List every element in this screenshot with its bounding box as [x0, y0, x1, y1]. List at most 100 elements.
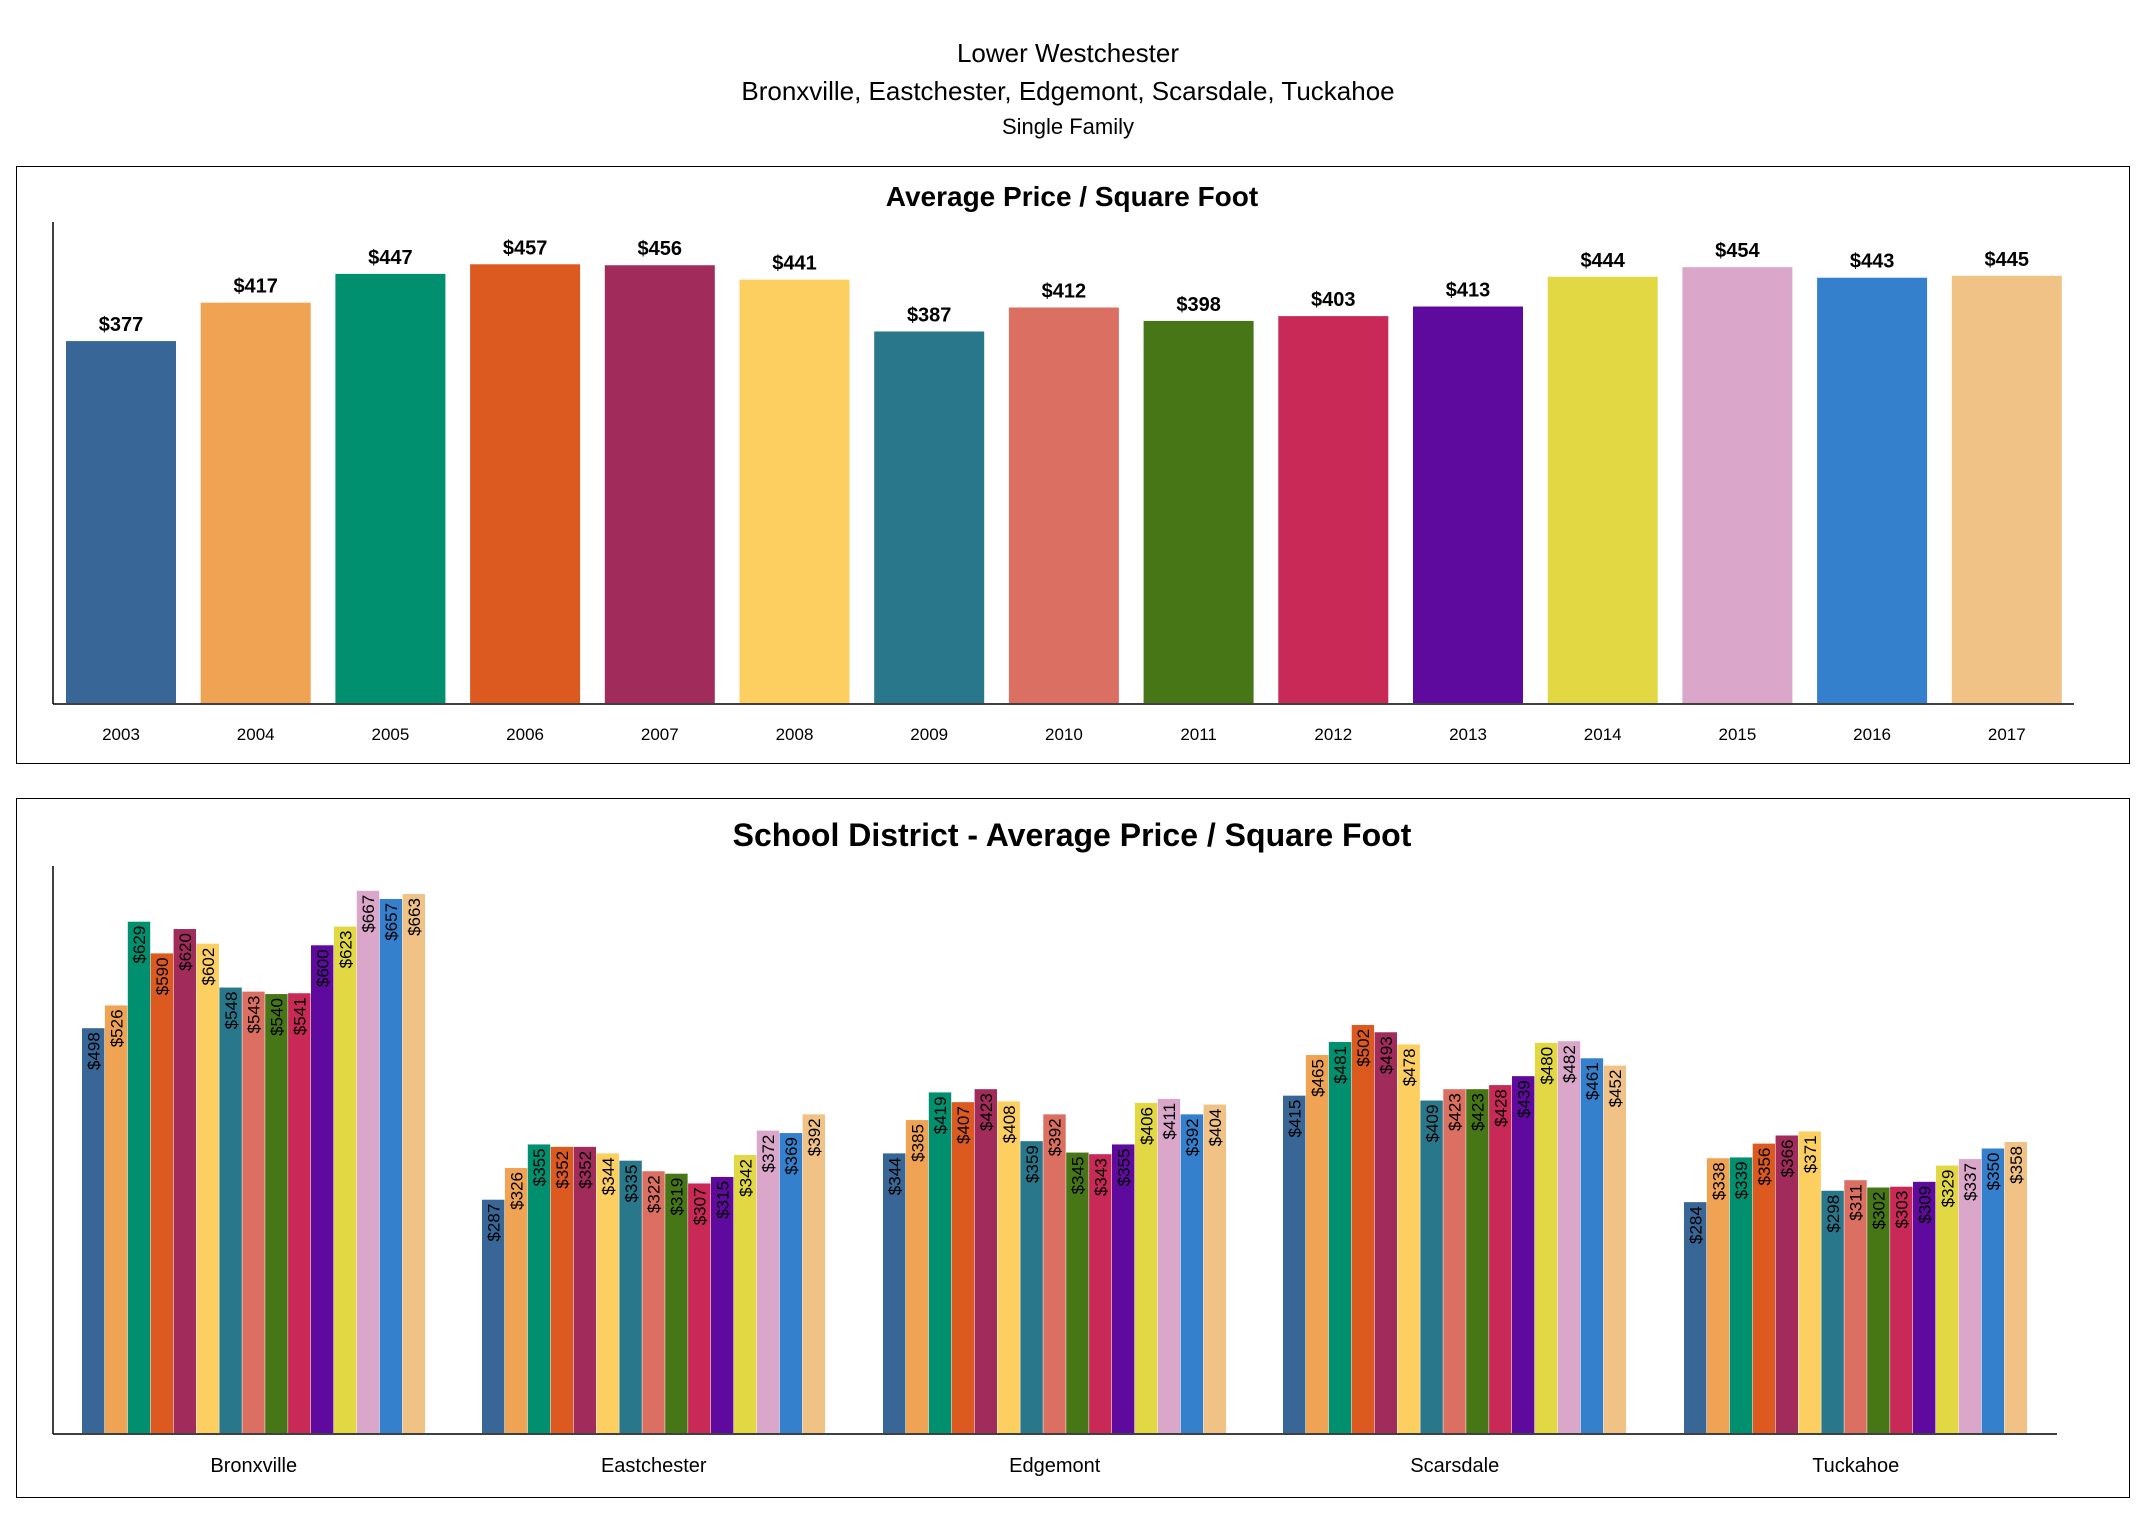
- district-value-label: $657: [382, 903, 401, 941]
- district-bar-tuckahoe: [1775, 1135, 1798, 1433]
- yearly-tick-label: 2014: [1584, 725, 1622, 744]
- district-bar-edgemont: [1020, 1141, 1043, 1433]
- district-value-label: $452: [1606, 1070, 1625, 1108]
- yearly-value-label: $398: [1176, 294, 1221, 316]
- district-bar-eastchester: [504, 1168, 528, 1433]
- district-bar-edgemont: [1066, 1152, 1089, 1433]
- district-bar-tuckahoe: [1706, 1158, 1730, 1433]
- district-bar-scarsdale: [1580, 1058, 1604, 1433]
- district-bar-edgemont: [905, 1120, 929, 1433]
- district-value-label: $461: [1583, 1062, 1602, 1100]
- district-bar-scarsdale: [1603, 1065, 1626, 1433]
- district-bar-scarsdale: [1305, 1055, 1329, 1433]
- yearly-value-label: $403: [1311, 289, 1356, 311]
- district-value-label: $319: [668, 1178, 687, 1216]
- district-bar-edgemont: [1043, 1114, 1066, 1433]
- district-bar-scarsdale: [1489, 1085, 1512, 1433]
- district-bar-edgemont: [997, 1101, 1020, 1433]
- district-value-label: $590: [153, 957, 172, 995]
- district-bar-eastchester: [665, 1173, 688, 1433]
- district-bar-tuckahoe: [1981, 1148, 2005, 1433]
- district-bar-eastchester: [482, 1199, 505, 1433]
- district-bar-tuckahoe: [1729, 1157, 1753, 1433]
- district-bar-bronxville: [311, 945, 334, 1433]
- district-value-label: $423: [977, 1093, 996, 1131]
- district-value-label: $371: [1801, 1135, 1820, 1173]
- district-value-label: $408: [1000, 1105, 1019, 1143]
- district-value-label: $307: [691, 1187, 710, 1225]
- yearly-tick-label: 2016: [1853, 725, 1891, 744]
- yearly-bar-2017: [1951, 275, 2062, 703]
- yearly-tick-label: 2013: [1449, 725, 1487, 744]
- district-bar-bronxville: [402, 894, 425, 1433]
- district-bar-edgemont: [1112, 1144, 1135, 1433]
- district-bar-bronxville: [150, 953, 174, 1433]
- district-value-label: $392: [805, 1118, 824, 1156]
- district-value-label: $620: [176, 933, 195, 971]
- yearly-value-label: $443: [1850, 251, 1895, 273]
- district-value-label: $385: [908, 1124, 927, 1162]
- district-bar-scarsdale: [1420, 1100, 1443, 1433]
- district-bar-edgemont: [1203, 1104, 1226, 1433]
- district-value-label: $541: [291, 997, 310, 1035]
- yearly-bar-2004: [200, 302, 311, 703]
- district-bar-scarsdale: [1397, 1044, 1420, 1433]
- district-bar-eastchester: [711, 1176, 734, 1433]
- district-value-label: $315: [713, 1181, 732, 1219]
- yearly-bar-2012: [1278, 316, 1389, 703]
- district-value-label: $493: [1377, 1036, 1396, 1074]
- district-value-label: $439: [1514, 1080, 1533, 1118]
- district-bar-eastchester: [619, 1160, 642, 1433]
- district-value-label: $372: [759, 1135, 778, 1173]
- district-value-label: $352: [576, 1151, 595, 1189]
- district-value-label: $540: [268, 998, 287, 1036]
- yearly-value-label: $444: [1580, 250, 1625, 272]
- district-value-label: $526: [107, 1009, 126, 1047]
- district-tick-label: Tuckahoe: [1812, 1455, 1899, 1477]
- district-bar-tuckahoe: [1798, 1131, 1821, 1433]
- district-tick-label: Eastchester: [601, 1455, 707, 1477]
- district-bar-bronxville: [104, 1005, 128, 1433]
- district-value-label: $303: [1893, 1191, 1912, 1229]
- district-bar-edgemont: [1134, 1102, 1158, 1433]
- district-bar-tuckahoe: [1935, 1165, 1959, 1433]
- district-value-label: $404: [1206, 1109, 1225, 1147]
- district-value-label: $407: [954, 1106, 973, 1144]
- district-bar-tuckahoe: [2004, 1141, 2027, 1433]
- district-bar-eastchester: [688, 1183, 711, 1433]
- district-bar-scarsdale: [1443, 1089, 1466, 1433]
- district-bar-tuckahoe: [1890, 1186, 1913, 1433]
- district-value-label: $480: [1537, 1047, 1556, 1085]
- district-bar-bronxville: [333, 926, 357, 1433]
- yearly-value-label: $417: [233, 276, 278, 298]
- district-value-label: $600: [313, 949, 332, 987]
- district-value-label: $335: [622, 1165, 641, 1203]
- district-bar-scarsdale: [1283, 1095, 1306, 1433]
- report-title: Lower Westchester: [956, 38, 1180, 68]
- district-bar-bronxville: [127, 921, 151, 1433]
- district-bar-scarsdale: [1512, 1076, 1535, 1433]
- district-value-label: $428: [1492, 1089, 1511, 1127]
- district-value-label: $602: [199, 948, 218, 986]
- district-bar-tuckahoe: [1913, 1181, 1936, 1433]
- district-bar-eastchester: [596, 1153, 619, 1433]
- yearly-value-label: $441: [772, 253, 817, 275]
- district-bar-tuckahoe: [1752, 1143, 1776, 1433]
- yearly-tick-label: 2008: [776, 725, 814, 744]
- district-value-label: $309: [1915, 1186, 1934, 1224]
- district-bar-eastchester: [573, 1146, 596, 1433]
- district-value-label: $629: [130, 926, 149, 964]
- district-bar-bronxville: [219, 987, 242, 1433]
- district-value-label: $623: [336, 931, 355, 969]
- yearly-bar-2010: [1008, 307, 1119, 703]
- district-value-label: $543: [245, 996, 264, 1034]
- district-bar-tuckahoe: [1958, 1159, 1982, 1433]
- yearly-tick-label: 2011: [1180, 725, 1217, 744]
- district-value-label: $350: [1984, 1153, 2003, 1191]
- district-tick-label: Scarsdale: [1410, 1455, 1499, 1477]
- district-value-label: $392: [1046, 1118, 1065, 1156]
- district-value-label: $322: [645, 1175, 664, 1213]
- district-bar-tuckahoe: [1684, 1202, 1707, 1433]
- district-value-label: $478: [1400, 1048, 1419, 1086]
- district-value-label: $411: [1160, 1103, 1179, 1140]
